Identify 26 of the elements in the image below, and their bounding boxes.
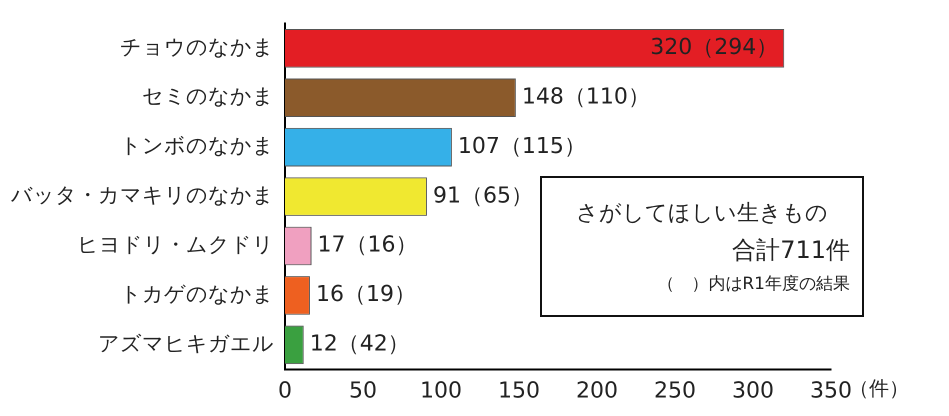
x-tick-label: 0 xyxy=(278,378,292,404)
data-label: 12（42） xyxy=(310,332,410,357)
y-tick-label: チョウのなかま xyxy=(120,34,274,59)
x-tick-label: 250 xyxy=(654,378,696,404)
y-tick-label: アズマヒキガエル xyxy=(98,331,274,356)
data-label: 91（65） xyxy=(432,183,533,208)
y-tick-label: トンボのなかま xyxy=(120,134,274,158)
data-label: 16（19） xyxy=(316,282,416,308)
x-tick-label: 50 xyxy=(349,378,377,404)
annotation: さがしてほしい生きもの xyxy=(575,200,829,228)
annotation: 合計711件 xyxy=(731,235,850,266)
x-tick-label: 350 xyxy=(810,378,852,404)
data-label: 148（110） xyxy=(522,84,650,110)
y-tick-label: ヒヨドリ・ムクドリ xyxy=(77,232,274,256)
data-label: 17（16） xyxy=(318,232,418,258)
y-tick-label: セミのなかま xyxy=(142,84,274,108)
data-label: 320（294） xyxy=(650,35,778,60)
x-axis-title: （件） xyxy=(849,376,909,400)
x-tick-label: 100 xyxy=(420,378,462,404)
x-tick-label: 200 xyxy=(576,378,618,404)
y-tick-label: バッタ・カマキリのなかま xyxy=(10,183,274,208)
annotation: （ ）内はR1年度の結果 xyxy=(656,273,850,295)
x-tick-label: 300 xyxy=(732,378,774,404)
y-tick-label: トカゲのなかま xyxy=(120,282,274,306)
data-label: 107（115） xyxy=(458,134,586,159)
x-tick-label: 150 xyxy=(498,378,540,404)
